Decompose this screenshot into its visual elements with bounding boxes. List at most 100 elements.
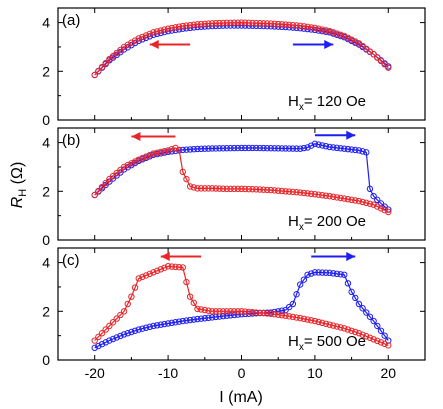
series-down-sweep bbox=[91, 263, 392, 349]
data-point bbox=[197, 185, 205, 192]
data-point bbox=[230, 144, 238, 152]
data-point bbox=[315, 25, 322, 32]
data-point bbox=[352, 146, 359, 154]
data-point bbox=[135, 326, 142, 333]
data-point bbox=[175, 23, 183, 30]
data-point bbox=[319, 319, 326, 327]
data-point bbox=[300, 189, 308, 197]
data-point bbox=[146, 270, 153, 278]
panel-label: (c) bbox=[62, 252, 80, 269]
data-point bbox=[304, 144, 311, 151]
data-point bbox=[381, 61, 388, 68]
data-point bbox=[216, 185, 223, 192]
y-tick-label: 2 bbox=[42, 63, 50, 79]
data-point bbox=[150, 29, 157, 36]
data-point bbox=[341, 195, 348, 202]
panel-label: (a) bbox=[62, 12, 80, 29]
data-point bbox=[355, 300, 363, 308]
data-point bbox=[241, 185, 249, 193]
data-point bbox=[322, 192, 330, 199]
data-point bbox=[212, 20, 220, 27]
x-tick-label: 0 bbox=[238, 365, 246, 381]
data-point bbox=[241, 144, 249, 152]
data-point bbox=[293, 189, 300, 196]
data-point bbox=[175, 318, 183, 325]
data-point bbox=[275, 145, 282, 152]
data-point bbox=[219, 308, 227, 315]
data-point bbox=[326, 269, 333, 277]
data-point bbox=[238, 185, 245, 193]
data-point bbox=[311, 24, 319, 32]
data-point bbox=[278, 145, 286, 152]
data-point bbox=[124, 161, 131, 169]
data-point bbox=[252, 19, 260, 27]
data-point bbox=[186, 146, 194, 153]
data-point bbox=[344, 326, 352, 333]
data-point bbox=[366, 334, 374, 341]
data-point bbox=[267, 186, 275, 194]
data-point bbox=[205, 20, 212, 27]
data-point bbox=[102, 59, 109, 67]
data-point bbox=[98, 183, 106, 191]
data-point bbox=[286, 21, 293, 29]
data-point bbox=[249, 186, 256, 193]
data-point bbox=[275, 20, 282, 28]
data-point bbox=[282, 21, 289, 28]
data-point bbox=[186, 293, 194, 300]
annotation-rest: = 200 Oe bbox=[304, 213, 366, 230]
data-point bbox=[106, 175, 113, 183]
data-point bbox=[208, 20, 216, 27]
data-point bbox=[363, 149, 370, 156]
data-point bbox=[131, 158, 139, 165]
data-point bbox=[366, 313, 374, 320]
data-point bbox=[311, 191, 319, 198]
data-point bbox=[201, 306, 209, 314]
data-point bbox=[293, 22, 300, 29]
data-point bbox=[263, 186, 271, 194]
data-point bbox=[186, 316, 194, 324]
data-point bbox=[256, 144, 264, 152]
data-point bbox=[256, 186, 264, 193]
data-point bbox=[245, 308, 253, 316]
data-point bbox=[300, 315, 308, 323]
data-point bbox=[359, 198, 366, 206]
shared-y-axis-label: RH (Ω) bbox=[9, 162, 29, 209]
data-point bbox=[194, 21, 201, 28]
data-point bbox=[230, 185, 238, 193]
panel-label: (b) bbox=[62, 132, 80, 149]
annotation-main: H bbox=[288, 93, 299, 110]
data-point bbox=[311, 317, 319, 325]
arrow-left-head bbox=[131, 132, 141, 142]
data-point bbox=[190, 21, 197, 28]
data-point bbox=[326, 27, 333, 35]
data-point bbox=[238, 144, 245, 152]
data-point bbox=[311, 140, 319, 148]
data-point bbox=[95, 342, 102, 350]
data-point bbox=[153, 149, 161, 156]
data-point bbox=[183, 146, 190, 153]
data-point bbox=[293, 291, 300, 298]
data-point bbox=[142, 32, 150, 39]
data-point bbox=[146, 151, 153, 159]
data-point bbox=[374, 196, 381, 204]
data-point bbox=[208, 145, 216, 152]
data-point bbox=[311, 269, 319, 276]
data-point bbox=[256, 20, 264, 27]
data-point bbox=[139, 325, 146, 332]
data-point bbox=[212, 145, 220, 152]
data-point bbox=[363, 333, 370, 340]
data-point bbox=[330, 322, 337, 329]
data-point bbox=[91, 344, 98, 352]
data-point bbox=[194, 185, 201, 192]
data-point bbox=[168, 319, 175, 327]
annotation-sub: x bbox=[299, 222, 304, 233]
data-point bbox=[205, 185, 212, 192]
data-point bbox=[216, 308, 223, 315]
data-point bbox=[216, 145, 223, 152]
data-point bbox=[252, 144, 260, 152]
data-point bbox=[153, 28, 161, 35]
data-point bbox=[223, 19, 231, 27]
data-point bbox=[319, 142, 326, 149]
data-point bbox=[297, 189, 304, 196]
data-point bbox=[286, 313, 293, 320]
